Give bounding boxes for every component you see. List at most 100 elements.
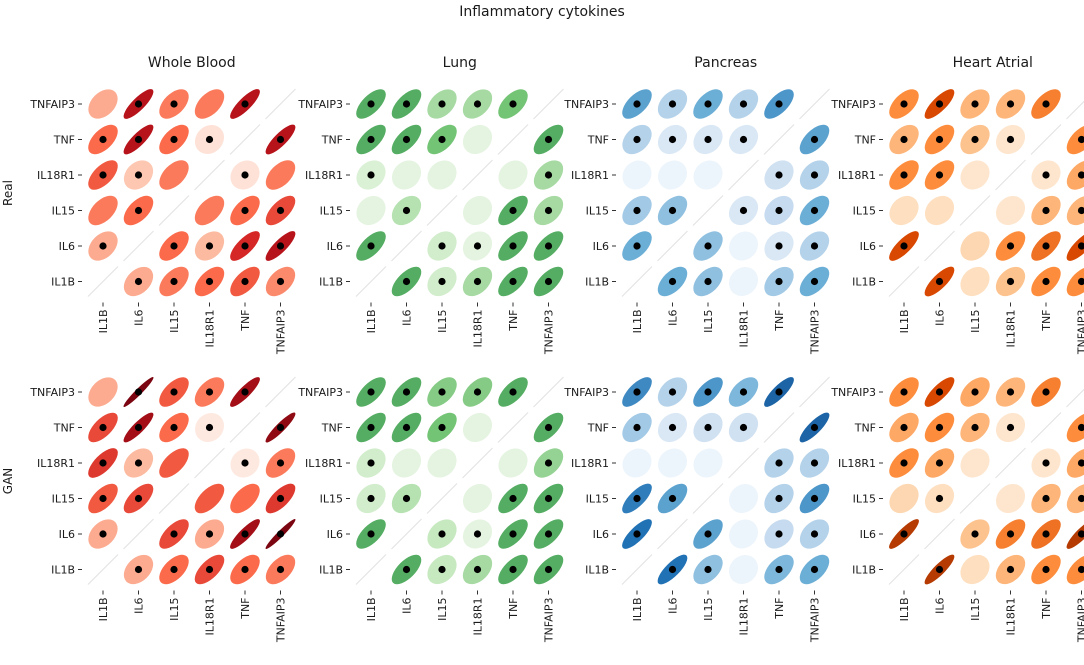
significance-dot <box>775 171 783 179</box>
y-tick-label: TNFAIP3 <box>297 386 343 399</box>
x-tick-label: IL18R1 <box>472 598 485 636</box>
significance-dot <box>544 135 553 144</box>
significance-dot <box>1077 242 1084 250</box>
y-tick-label: IL18R1 <box>305 457 343 470</box>
significance-dot <box>241 459 249 467</box>
significance-dot <box>900 530 908 538</box>
significance-dot <box>775 277 783 286</box>
significance-dot <box>205 388 214 396</box>
diagonal-cell <box>995 447 1026 479</box>
significance-dot <box>775 494 783 503</box>
significance-dot <box>900 242 908 250</box>
significance-dot <box>971 423 979 432</box>
significance-dot <box>1006 100 1015 108</box>
significance-dot <box>205 565 214 574</box>
col-title-whole-blood: Whole Blood <box>148 55 236 71</box>
y-tick-label: IL6 <box>59 528 75 541</box>
significance-dot <box>971 388 979 396</box>
correlation-ellipse <box>995 195 1026 226</box>
significance-dot <box>1077 565 1084 574</box>
significance-dot <box>971 100 979 108</box>
significance-dot <box>241 565 249 574</box>
x-tick-label: TNF <box>1040 598 1053 620</box>
significance-dot <box>1077 206 1084 215</box>
significance-dot <box>810 423 819 432</box>
significance-dot <box>276 206 285 215</box>
significance-dot <box>241 277 249 286</box>
significance-dot <box>1006 388 1015 396</box>
significance-dot <box>170 277 178 286</box>
significance-dot <box>134 423 143 432</box>
significance-dot <box>509 242 517 250</box>
y-tick-label: IL6 <box>860 240 876 253</box>
significance-dot <box>276 565 285 574</box>
significance-dot <box>367 135 375 144</box>
significance-dot <box>1006 242 1015 250</box>
correlation-ellipse <box>960 160 990 190</box>
significance-dot <box>134 100 143 108</box>
significance-dot <box>473 565 482 574</box>
diagonal-cell <box>533 88 564 120</box>
significance-dot <box>810 135 819 144</box>
x-tick-label: TNF <box>773 598 786 620</box>
x-tick-label: IL1B <box>898 598 911 622</box>
x-tick-label: IL18R1 <box>738 310 751 348</box>
x-tick-label: IL15 <box>969 598 982 621</box>
correlation-ellipse <box>924 195 955 226</box>
significance-dot <box>241 388 249 396</box>
significance-dot <box>438 242 446 250</box>
significance-dot <box>668 100 677 108</box>
significance-dot <box>775 206 783 215</box>
significance-dot <box>438 423 446 432</box>
significance-dot <box>509 100 517 108</box>
x-tick-label: IL18R1 <box>204 310 217 348</box>
significance-dot <box>775 530 783 538</box>
diagonal-cell <box>355 554 387 585</box>
significance-dot <box>900 423 908 432</box>
significance-dot <box>438 388 446 396</box>
figure-title: Inflammatory cytokines <box>459 4 625 20</box>
significance-dot <box>900 100 908 108</box>
significance-dot <box>134 494 143 503</box>
significance-dot <box>1042 565 1050 574</box>
correlation-ellipse <box>462 483 493 514</box>
diagonal-cell <box>229 124 261 155</box>
significance-dot <box>1042 459 1050 467</box>
significance-dot <box>509 494 517 503</box>
diagonal-cell <box>763 124 795 155</box>
significance-dot <box>99 242 107 250</box>
significance-dot <box>402 423 411 432</box>
y-tick-label: TNF <box>854 134 876 147</box>
y-tick-label: IL18R1 <box>571 457 609 470</box>
significance-dot <box>509 388 517 396</box>
significance-dot <box>668 388 677 396</box>
significance-dot <box>668 423 677 432</box>
significance-dot <box>633 135 641 144</box>
significance-dot <box>402 565 411 574</box>
significance-dot <box>1077 135 1084 144</box>
significance-dot <box>367 494 375 503</box>
significance-dot <box>900 171 908 179</box>
diagonal-cell <box>426 195 458 226</box>
significance-dot <box>1006 135 1015 144</box>
diagonal-cell <box>692 483 724 514</box>
y-tick-label: IL1B <box>585 564 609 577</box>
correlation-ellipse <box>462 195 493 226</box>
x-tick-label: TNF <box>239 310 252 332</box>
panel-heart-atrial-gan: TNFAIP3 TNF IL18R1 IL15 IL6 IL1B IL1B IL6 IL15 IL… <box>830 377 1084 643</box>
x-tick-label: IL1B <box>365 598 378 622</box>
diagonal-cell <box>888 266 920 297</box>
correlation-ellipse <box>159 448 189 478</box>
diagonal-cell <box>462 447 493 479</box>
y-tick-label: TNFAIP3 <box>830 98 876 111</box>
x-tick-label: IL15 <box>168 598 181 621</box>
col-title-pancreas: Pancreas <box>694 55 757 71</box>
correlation-ellipse <box>889 195 919 226</box>
x-tick-label: IL15 <box>702 598 715 621</box>
x-tick-label: IL1B <box>631 310 644 334</box>
col-title-heart-atrial: Heart Atrial <box>953 55 1033 71</box>
diagonal-cell <box>87 554 119 585</box>
panel-lung-gan: TNFAIP3 TNF IL18R1 IL15 IL6 IL1B IL1B IL6 IL15 IL… <box>297 376 564 644</box>
y-tick-label: IL6 <box>593 240 609 253</box>
x-tick-label: TNFAIP3 <box>543 598 556 644</box>
